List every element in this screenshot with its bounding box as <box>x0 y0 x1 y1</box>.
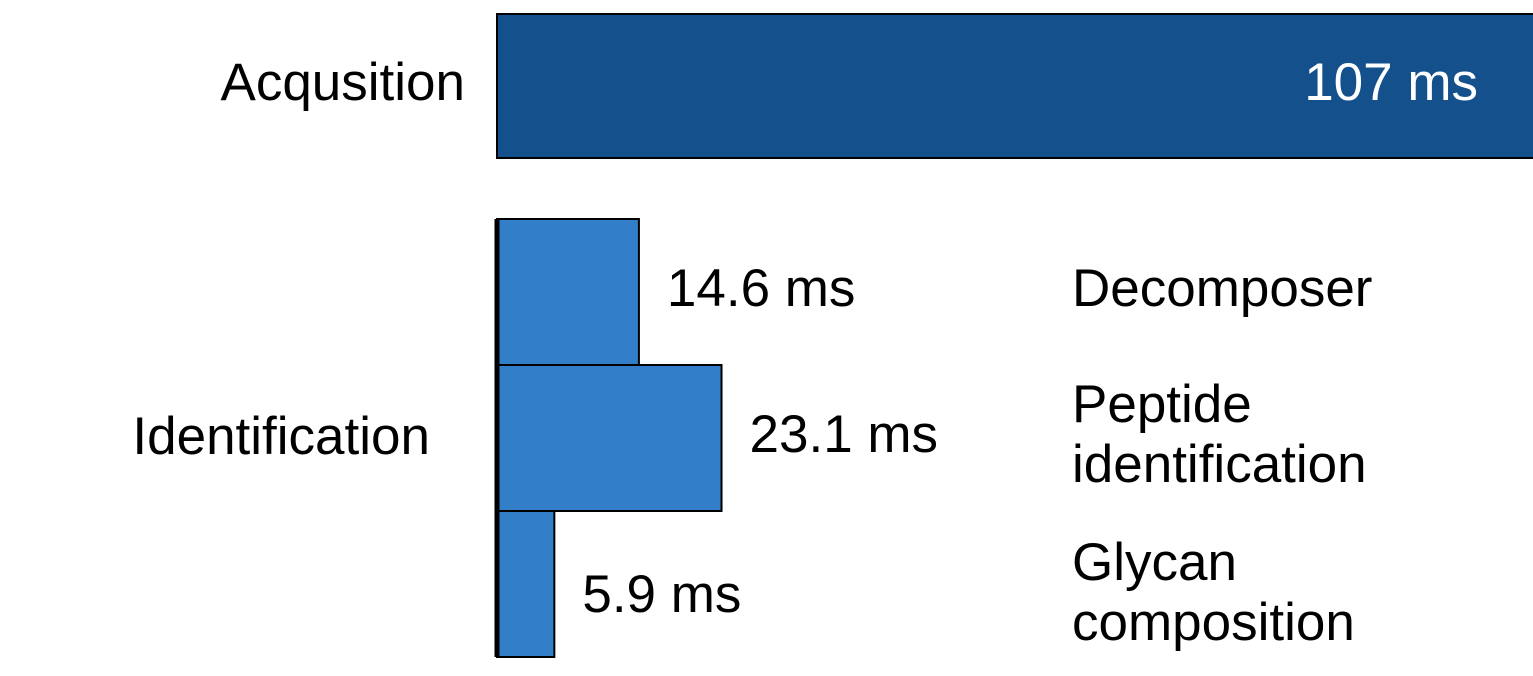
bar-acqusition <box>496 13 1533 159</box>
value-label-2: 23.1 ms <box>750 405 939 464</box>
bar-peptide-identification <box>496 364 723 512</box>
value-label-acqusition: 107 ms <box>1304 53 1478 112</box>
category-label-3: Glycan composition <box>1072 533 1355 652</box>
category-label-2: Peptide identification <box>1072 375 1367 494</box>
bar-glycan-composition <box>496 510 556 658</box>
category-label-1: Decomposer <box>1072 259 1372 318</box>
group-label-identification: Identification <box>132 407 430 466</box>
bar-decomposer <box>496 218 640 366</box>
group-label-acqusition: Acqusition <box>220 53 465 112</box>
value-label-1: 14.6 ms <box>667 259 856 318</box>
value-label-3: 5.9 ms <box>582 565 741 624</box>
chart-marks: Acqusition 107 ms 14.6 ms Decomposer 23.1 ms… <box>132 13 1533 658</box>
